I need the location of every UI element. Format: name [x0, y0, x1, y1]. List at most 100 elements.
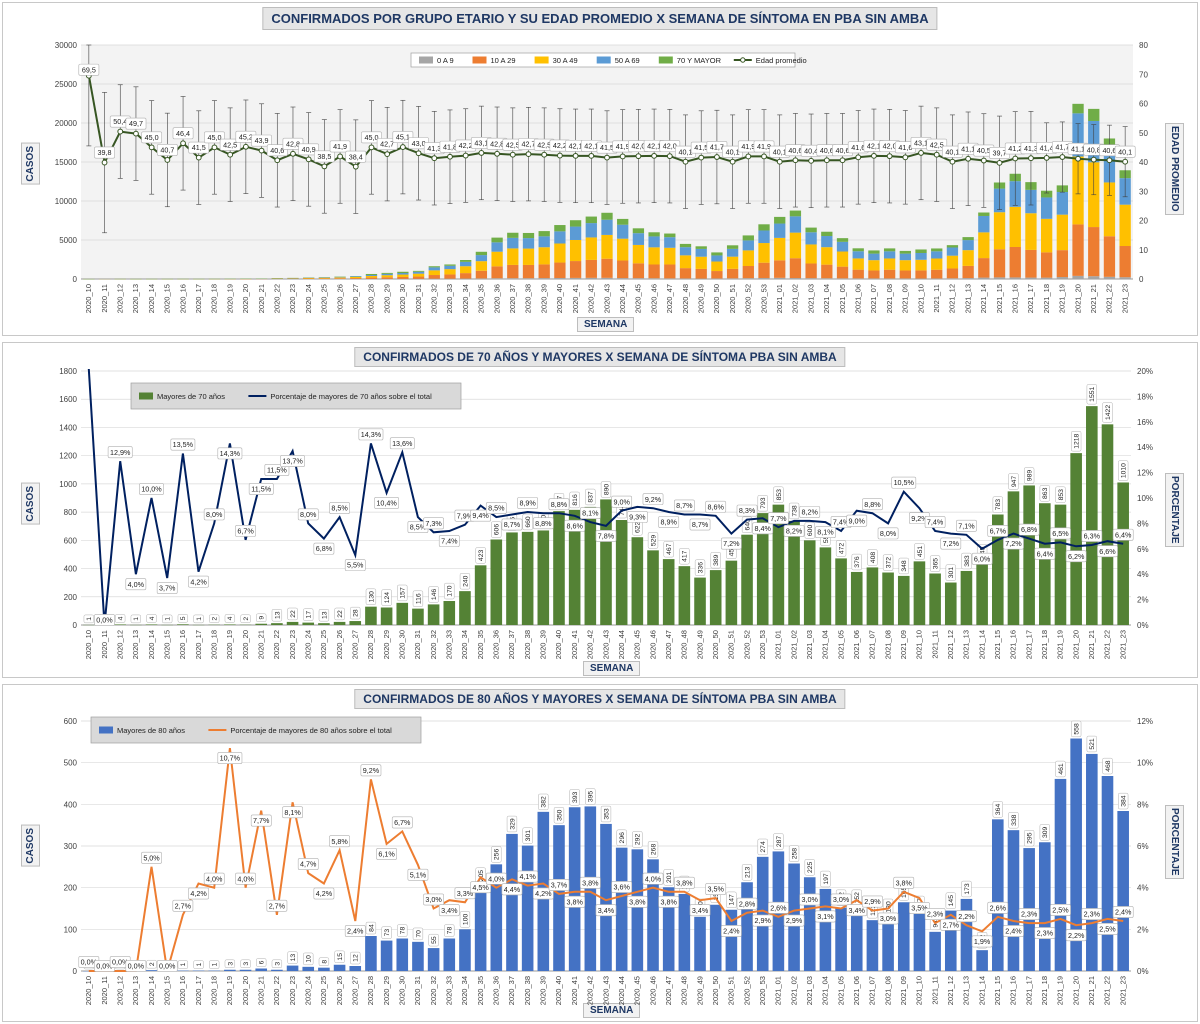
data-label: 1 [165, 617, 172, 621]
bar-30-a-49 [1009, 206, 1021, 247]
bar-0-a-9 [899, 278, 911, 279]
line-marker [776, 158, 783, 165]
line-data-label: 6,7% [394, 818, 411, 827]
x-tick-label: 2020_10 [84, 630, 93, 659]
x-tick-label: 2021_15 [995, 284, 1004, 313]
data-label: 78 [400, 927, 407, 935]
bar [349, 966, 362, 971]
bar-30-a-49 [978, 232, 990, 259]
bar-10-a-29 [946, 268, 959, 279]
line-marker [902, 154, 909, 161]
chart-canvas-1: 0 5000 10000 15000 20000 25000 30000 0 10 20 30 40 5… [55, 41, 1149, 313]
data-label-box [240, 959, 251, 968]
bar-30-a-49 [758, 243, 770, 263]
x-tick-label: 2020_16 [178, 976, 187, 1005]
data-label: 640 [744, 519, 751, 531]
line-data-label: 40,6 [788, 146, 802, 155]
bar [756, 856, 769, 971]
data-label-box [647, 841, 659, 858]
line-marker [556, 152, 563, 159]
data-label-box [1055, 486, 1066, 503]
line-data-label-box [313, 887, 335, 900]
data-label: 353 [603, 808, 610, 820]
data-label-box [177, 614, 189, 623]
x-tick-label: 2020_39 [539, 284, 548, 313]
bar-30-a-49 [522, 248, 535, 265]
line-data-label-box [532, 517, 554, 530]
data-label: 173 [964, 883, 971, 895]
y-tick-label: 400 [64, 565, 78, 574]
data-label: 393 [572, 791, 579, 803]
data-label-box [898, 557, 909, 575]
line-data-label-box [423, 893, 444, 906]
data-label-box [741, 864, 753, 881]
y2-tick-label: 10% [1137, 759, 1153, 768]
data-label-box [428, 933, 439, 947]
x-tick-label: 2021_07 [868, 630, 877, 659]
line-data-label-box [172, 899, 194, 912]
line-data-label: 7,9% [457, 511, 474, 520]
line-marker [792, 157, 799, 164]
bar [380, 940, 393, 971]
data-label-box [271, 959, 283, 968]
line-data-label-box [595, 904, 617, 917]
line-marker [242, 143, 249, 150]
line-data-label: 42,0 [663, 142, 677, 151]
bar-70-y-mayor [978, 212, 990, 216]
line-data-label-box [564, 519, 586, 532]
bar-10-a-29 [883, 269, 896, 279]
y2-tick-label: 40 [1139, 158, 1148, 167]
line-data-label: 3,8% [629, 897, 646, 906]
line-data-label-box [517, 497, 539, 509]
x-tick-label: 2021_01 [774, 630, 783, 659]
data-label-box [146, 959, 157, 969]
line-data-label: 8,1% [582, 509, 599, 518]
bar-0-a-9 [1119, 277, 1131, 279]
legend-marker [740, 57, 746, 63]
x-tick-label: 2020_22 [272, 630, 281, 659]
bar-30-a-49 [632, 244, 645, 264]
line-data-label-box [125, 960, 147, 972]
line-data-label-box [893, 876, 915, 889]
line-data-label-box [926, 138, 948, 151]
line-data-label: 7,4% [833, 518, 850, 527]
chart-title: CONFIRMADOS DE 80 AÑOS Y MAYORES X SEMAN… [354, 689, 846, 709]
line-data-label: 41,9 [757, 142, 771, 151]
line-data-label-box [940, 918, 962, 931]
bar-10-a-29 [365, 277, 378, 279]
x-tick-label: 2020_23 [288, 976, 297, 1005]
x-tick-label: 2021_18 [1040, 630, 1049, 659]
x-tick-label: 2020_32 [430, 284, 439, 313]
legend-label: 10 A 29 [491, 56, 516, 65]
line-data-label-box [956, 910, 977, 923]
bar-0-a-9 [962, 278, 974, 279]
line-data-label: 4,0% [206, 874, 223, 883]
data-label: 372 [885, 557, 892, 569]
line-data-label: 40,8 [1087, 145, 1101, 154]
bar-0-a-9 [1056, 277, 1068, 279]
line-data-label-box [125, 117, 147, 130]
line-data-label-box [423, 517, 444, 530]
x-tick-label: 2020_48 [680, 630, 689, 659]
data-label-box [867, 549, 878, 566]
x-tick-label: 2020_30 [398, 630, 407, 659]
x-tick-label: 2020_40 [554, 630, 563, 659]
line-data-label: 2,5% [1052, 906, 1069, 915]
bar-50-a-69 [978, 215, 990, 233]
line-data-label-box [470, 881, 491, 894]
x-tick-label: 2020_29 [382, 284, 391, 313]
bar [490, 864, 503, 971]
bar-70-y-mayor [444, 264, 456, 266]
bar-30-a-49 [585, 237, 597, 260]
data-label-box [162, 614, 173, 624]
bar [224, 624, 236, 625]
data-label-box [851, 553, 862, 571]
line-data-label: 8,4% [755, 524, 772, 533]
y-tick-label: 25000 [55, 80, 78, 89]
line-data-label: 4,2% [316, 889, 333, 898]
bar [803, 877, 816, 971]
x-tick-label: 2020_47 [665, 284, 674, 313]
data-label: 268 [650, 844, 657, 856]
data-label: 4 [118, 616, 125, 620]
bar-70-y-mayor [397, 271, 409, 273]
